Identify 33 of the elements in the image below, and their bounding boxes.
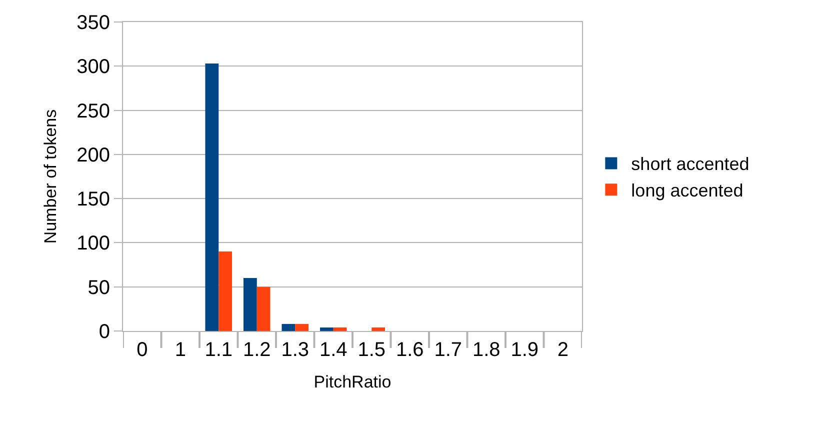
y-axis-title: Number of tokens bbox=[41, 109, 60, 244]
y-tick-label: 250 bbox=[76, 100, 110, 122]
y-tick-label: 150 bbox=[76, 188, 110, 211]
x-tick-label: 1 bbox=[174, 339, 186, 361]
x-tick-label: 0 bbox=[136, 339, 148, 361]
y-tick-label: 50 bbox=[88, 276, 110, 299]
y-tick-label: 300 bbox=[76, 56, 110, 78]
bar bbox=[256, 286, 270, 331]
bar bbox=[333, 327, 347, 331]
legend-label: short accented bbox=[631, 154, 750, 174]
y-tick-label: 200 bbox=[76, 144, 110, 166]
y-tick-label: 350 bbox=[76, 12, 110, 34]
bar bbox=[295, 324, 309, 331]
x-tick-label: 1.5 bbox=[358, 339, 386, 361]
x-tick-label: 1.4 bbox=[319, 339, 348, 361]
y-tick-label: 100 bbox=[76, 232, 110, 255]
y-tick-label: 0 bbox=[98, 321, 110, 343]
x-tick-label: 1.3 bbox=[281, 339, 310, 361]
bar bbox=[218, 252, 232, 331]
bar bbox=[320, 327, 334, 331]
x-tick-label: 1.8 bbox=[472, 339, 500, 361]
x-tick-label: 2 bbox=[557, 339, 568, 361]
x-tick-label: 1.9 bbox=[510, 339, 539, 361]
x-axis-title: PitchRatio bbox=[314, 372, 392, 392]
x-tick-label: 1.6 bbox=[396, 339, 424, 361]
bar bbox=[205, 63, 219, 331]
bar bbox=[282, 324, 296, 331]
x-tick-label: 1.2 bbox=[242, 339, 271, 361]
legend-label: long accented bbox=[631, 180, 744, 201]
bar bbox=[243, 278, 257, 331]
x-tick-label: 1.7 bbox=[434, 339, 462, 361]
x-tick-label: 1.1 bbox=[204, 339, 233, 361]
bar bbox=[372, 327, 386, 331]
